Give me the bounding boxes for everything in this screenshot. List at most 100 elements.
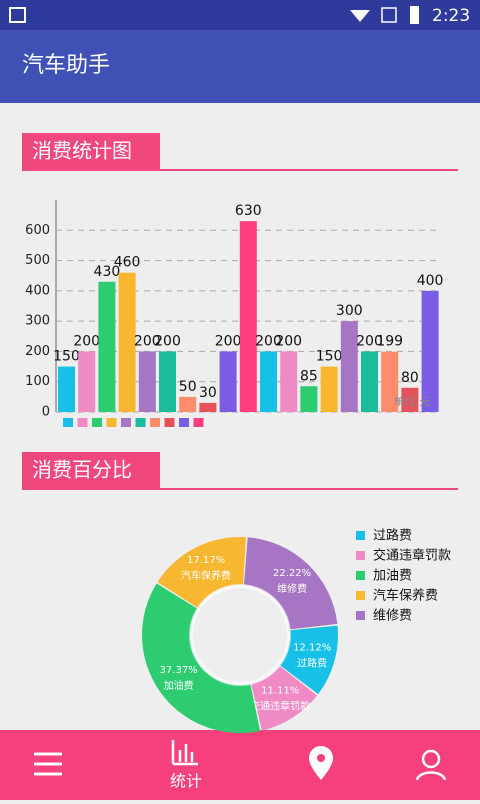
status-time: 2:23: [432, 6, 470, 26]
app-title: 汽车助手: [22, 53, 110, 78]
y-tick-label: 600: [25, 223, 50, 238]
annotation: 单位:元: [394, 394, 431, 408]
bar: [138, 351, 156, 412]
segment-percent: 37.37%: [160, 665, 198, 676]
value-label: 199: [376, 334, 403, 350]
bar: [421, 290, 439, 412]
value-label: 30: [199, 385, 217, 401]
bar: [239, 221, 257, 412]
value-label: 200: [275, 333, 302, 349]
y-tick-label: 200: [25, 344, 50, 359]
bar: [219, 351, 237, 412]
donut-inner-ring: [189, 584, 291, 686]
value-label: 150: [316, 349, 343, 365]
value-label: 200: [134, 333, 161, 349]
legend-label: 过路费: [373, 528, 412, 544]
legend-swatch: [63, 418, 73, 427]
segment-name: 维修费: [277, 582, 307, 595]
bar: [179, 396, 197, 412]
stats-button[interactable]: [171, 740, 198, 766]
battery-icon: [410, 6, 419, 24]
section-header: [22, 133, 160, 170]
y-tick-label: 400: [25, 283, 50, 298]
value-label: 200: [255, 333, 282, 349]
legend-label: 维修费: [373, 609, 412, 624]
profile-button[interactable]: [415, 749, 447, 781]
value-label: 630: [235, 203, 262, 219]
bar: [280, 351, 298, 412]
bar: [340, 321, 358, 412]
location-dot: [317, 754, 325, 762]
value-label: 80: [401, 370, 419, 386]
legend-swatch: [121, 418, 131, 427]
status-bar: [0, 0, 480, 30]
legend-label: 交通违章罚款: [373, 548, 451, 564]
status-icon: [9, 7, 26, 23]
legend-swatch: [135, 418, 146, 427]
donut-segment: [279, 625, 338, 695]
legend-swatch: [356, 591, 365, 600]
legend-swatch: [106, 418, 117, 427]
legend-label: 加油费: [373, 569, 412, 584]
legend-swatch: [164, 418, 175, 427]
nav-label[interactable]: 统计: [170, 772, 202, 791]
bottom-nav: [0, 730, 480, 800]
legend-swatch: [356, 571, 365, 580]
location-button[interactable]: [309, 746, 333, 780]
value-label: 460: [114, 255, 141, 271]
value-label: 400: [417, 273, 444, 289]
bar: [58, 366, 75, 412]
legend-swatch: [356, 551, 365, 560]
bar: [159, 351, 176, 412]
value-label: 200: [215, 333, 242, 349]
donut-segment: [251, 665, 318, 731]
value-label: 200: [154, 333, 181, 349]
value-label: 200: [73, 333, 100, 349]
segment-percent: 12.12%: [293, 642, 331, 653]
menu-button[interactable]: [34, 752, 62, 776]
app-bar: [0, 30, 480, 103]
segment-percent: 22.22%: [273, 568, 311, 579]
segment-percent: 11.11%: [261, 685, 299, 696]
donut-segment: [157, 537, 246, 609]
donut-segment: [141, 583, 261, 733]
value-label: 150: [53, 349, 80, 365]
segment-name: 汽车保养费: [181, 569, 231, 582]
bar: [260, 351, 277, 412]
section-title: 消费统计图: [32, 139, 132, 163]
bar: [300, 386, 318, 412]
signal-icon: [381, 7, 397, 23]
value-label: 430: [94, 264, 121, 280]
bar: [401, 387, 419, 412]
bar: [78, 351, 96, 412]
value-label: 200: [356, 333, 383, 349]
legend-swatch: [179, 418, 189, 427]
y-tick-label: 500: [25, 253, 50, 268]
bar: [118, 272, 136, 412]
section-header: [22, 452, 160, 489]
segment-name: 加油费: [164, 679, 194, 692]
value-label: 50: [179, 379, 197, 395]
wifi-icon: [350, 10, 370, 22]
value-label: 85: [300, 368, 318, 384]
donut-segment: [243, 537, 338, 630]
legend-swatch: [356, 611, 365, 620]
legend-swatch: [150, 418, 160, 427]
value-label: 300: [336, 303, 363, 319]
bar: [381, 351, 399, 412]
legend-swatch: [193, 418, 204, 427]
y-tick-label: 300: [25, 314, 50, 329]
legend-label: 汽车保养费: [373, 588, 438, 604]
section-title: 消费百分比: [32, 458, 132, 482]
legend-swatch: [77, 418, 88, 427]
bar: [320, 366, 338, 412]
bar: [98, 281, 116, 412]
segment-percent: 17.17%: [187, 555, 225, 566]
bar: [361, 351, 378, 412]
segment-name: 过路费: [297, 656, 327, 669]
y-tick-label: 0: [42, 405, 50, 420]
legend-swatch: [92, 418, 102, 427]
y-tick-label: 100: [25, 374, 50, 389]
